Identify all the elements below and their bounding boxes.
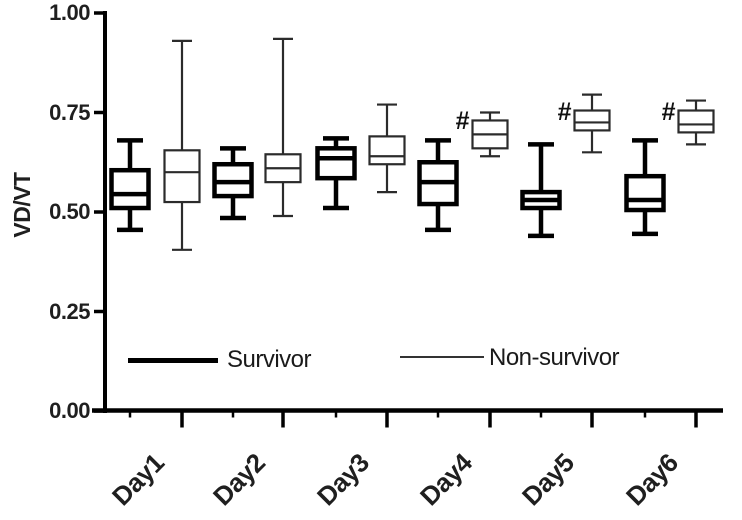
- box-survivor-Day1: [109, 138, 151, 233]
- y-tick-label: 0.00: [49, 398, 90, 423]
- sig-mark-day5: #: [557, 97, 572, 126]
- y-tick-label: 0.50: [49, 199, 90, 224]
- sig-mark-day4: #: [455, 107, 470, 136]
- box-survivor-Day6: [624, 138, 666, 237]
- box-survivor-Day4: [417, 138, 459, 233]
- box-non-survivor-Day2: [264, 37, 302, 218]
- iqr-box: [109, 167, 151, 211]
- legend-nonsurvivor-label: Non-survivor: [489, 344, 620, 371]
- y-tick-label: 1.00: [49, 0, 90, 25]
- box-survivor-Day2: [212, 146, 254, 221]
- box-survivor-Day5: [520, 142, 562, 239]
- legend-survivor-line-swatch: [128, 358, 218, 363]
- iqr-box: [315, 146, 357, 181]
- legend-nonsurvivor-line-swatch: [400, 356, 484, 358]
- y-tick-label: 0.25: [49, 298, 90, 324]
- iqr-box: [624, 173, 666, 213]
- y-tick-label: 0.75: [49, 99, 90, 125]
- box-non-survivor-Day4: [471, 111, 509, 158]
- iqr-box: [163, 149, 201, 204]
- iqr-box: [573, 109, 611, 132]
- box-survivor-Day3: [315, 136, 357, 211]
- box-non-survivor-Day1: [163, 39, 201, 251]
- iqr-box: [677, 109, 715, 134]
- box-non-survivor-Day3: [368, 103, 406, 194]
- box-non-survivor-Day5: [573, 93, 611, 154]
- iqr-box: [368, 135, 406, 166]
- sig-mark-day6: #: [661, 97, 676, 126]
- legend-survivor-label: Survivor: [227, 346, 312, 373]
- box-non-survivor-Day6: [677, 99, 715, 146]
